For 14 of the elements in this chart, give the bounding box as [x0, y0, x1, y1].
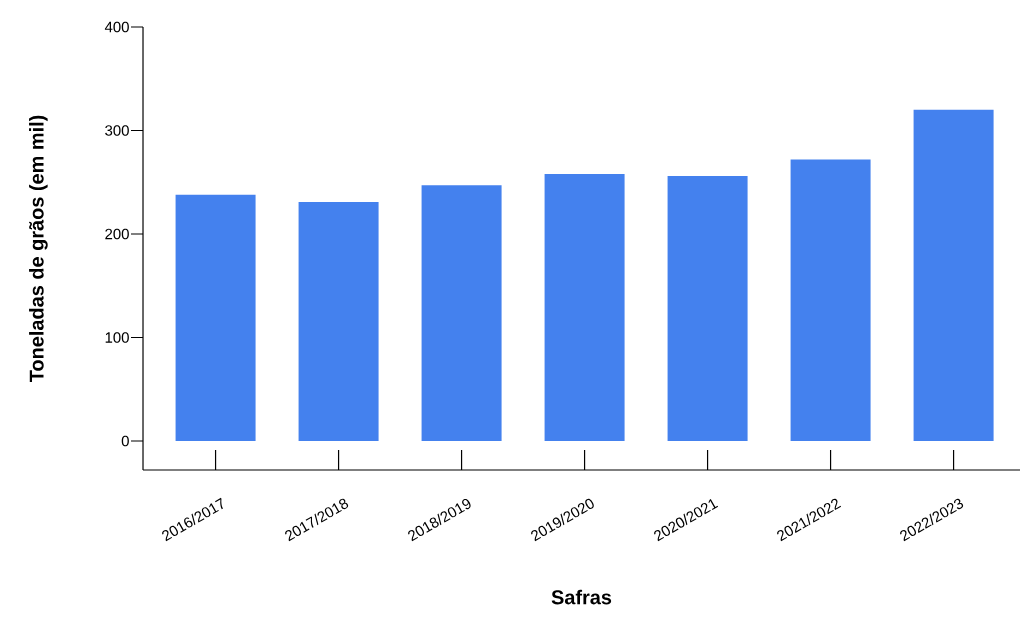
y-tick-label: 100 — [105, 332, 129, 343]
bar — [421, 185, 502, 441]
y-axis-title: Toneladas de grãos (em mil) — [29, 115, 48, 383]
bar — [544, 173, 625, 441]
y-tick-label: 300 — [105, 125, 129, 136]
y-tick-label: 200 — [105, 228, 129, 240]
bar — [175, 194, 256, 441]
bar — [667, 176, 748, 441]
x-axis-title: Safras — [551, 589, 612, 605]
y-tick-label: 400 — [104, 21, 129, 33]
bar — [298, 201, 379, 441]
bar — [913, 109, 994, 441]
bar — [790, 159, 871, 441]
y-tick-label: 0 — [121, 435, 129, 447]
